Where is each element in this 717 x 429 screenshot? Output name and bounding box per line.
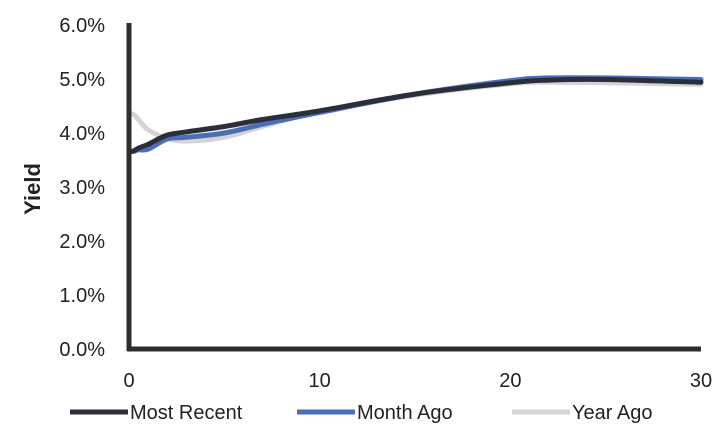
legend-label: Year Ago	[572, 402, 652, 424]
y-tick-label: 1.0%	[59, 285, 105, 307]
x-tick-label: 20	[499, 370, 521, 392]
y-tick-label: 0.0%	[59, 339, 105, 361]
y-tick-label: 2.0%	[59, 231, 105, 253]
x-tick-labels: 0 10 20 30	[123, 370, 712, 392]
legend-label: Month Ago	[357, 402, 453, 424]
y-tick-label: 4.0%	[59, 123, 105, 145]
legend: Most Recent Month Ago Year Ago	[70, 402, 652, 424]
series-layer	[128, 75, 704, 154]
y-tick-label: 3.0%	[59, 177, 105, 199]
x-tick-label: 30	[690, 370, 712, 392]
y-axis-title: Yield	[20, 163, 45, 215]
y-tick-labels: 0.0% 1.0% 2.0% 3.0% 4.0% 5.0% 6.0%	[59, 15, 105, 361]
x-tick-label: 10	[309, 370, 331, 392]
axis-layer	[126, 23, 701, 352]
legend-item: Year Ago	[512, 402, 652, 424]
legend-label: Most Recent	[130, 402, 243, 424]
legend-item: Month Ago	[297, 402, 453, 424]
y-tick-label: 5.0%	[59, 69, 105, 91]
series-line-most-recent	[128, 76, 704, 154]
x-tick-label: 0	[123, 370, 134, 392]
y-tick-label: 6.0%	[59, 15, 105, 37]
legend-item: Most Recent	[70, 402, 243, 424]
